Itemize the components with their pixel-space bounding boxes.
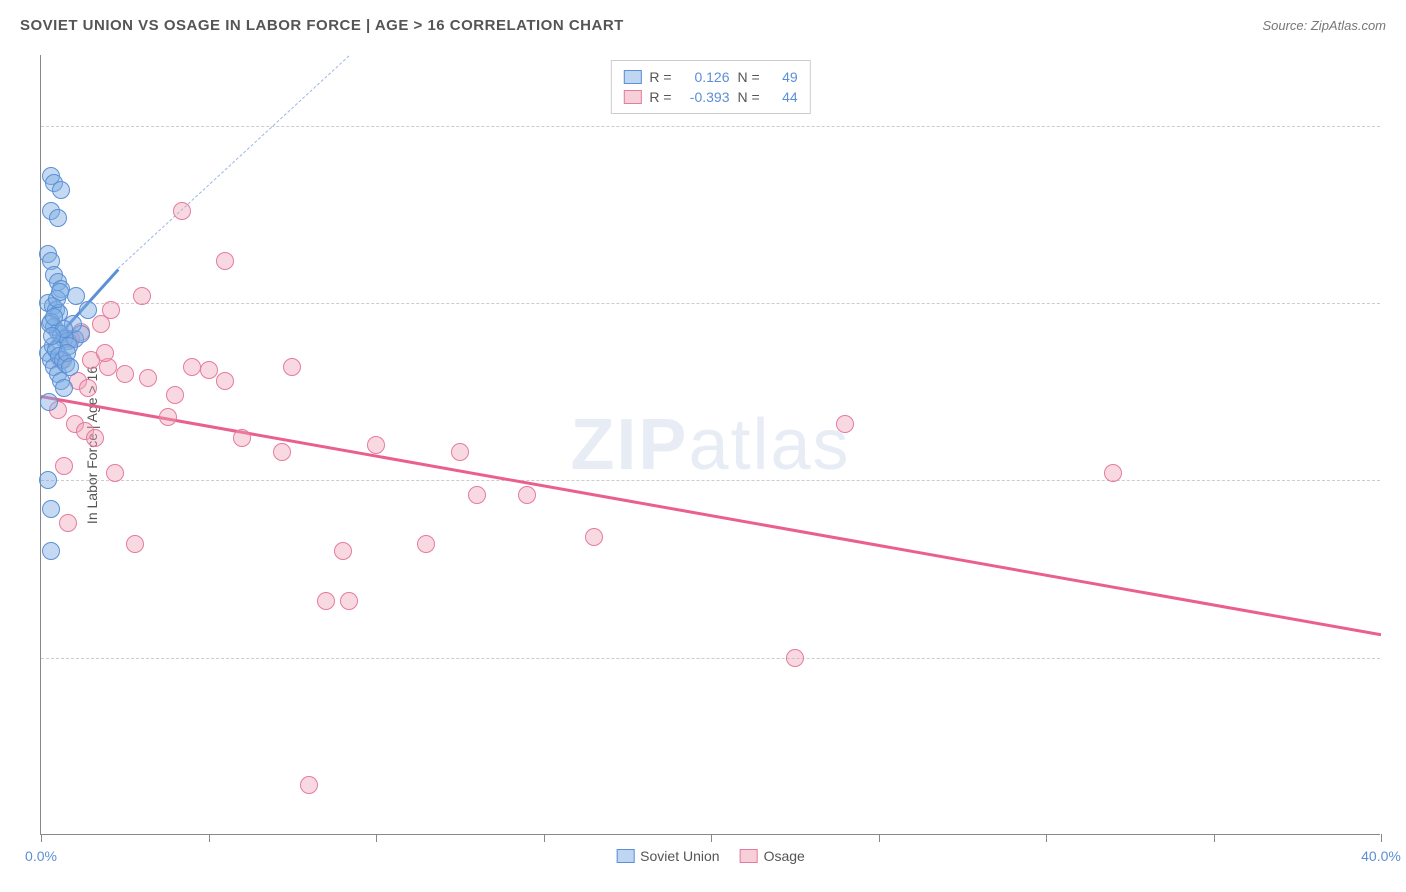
data-point [1104,464,1122,482]
data-point [300,776,318,794]
data-point [49,209,67,227]
data-point [340,592,358,610]
data-point [200,361,218,379]
legend-swatch-pink [740,849,758,863]
legend-item-pink: Osage [740,848,805,864]
data-point [79,301,97,319]
x-tick [376,834,377,842]
r-value-blue: 0.126 [680,69,730,85]
data-point [42,542,60,560]
watermark: ZIPatlas [570,404,850,486]
gridline [41,126,1380,127]
data-point [43,327,61,345]
trend-dashed [118,55,350,268]
data-point [317,592,335,610]
data-point [116,365,134,383]
data-point [106,464,124,482]
data-point [52,181,70,199]
legend-label-pink: Osage [764,848,805,864]
gridline [41,658,1380,659]
data-point [468,486,486,504]
data-point [786,649,804,667]
data-point [166,386,184,404]
data-point [96,344,114,362]
x-tick [711,834,712,842]
data-point [585,528,603,546]
data-point [216,372,234,390]
data-point [836,415,854,433]
r-label: R = [649,69,671,85]
data-point [334,542,352,560]
plot-area: ZIPatlas In Labor Force | Age > 16 R = 0… [40,55,1380,835]
x-tick [1214,834,1215,842]
x-tick [209,834,210,842]
legend-label-blue: Soviet Union [640,848,719,864]
x-tick [41,834,42,842]
data-point [159,408,177,426]
data-point [233,429,251,447]
data-point [367,436,385,454]
x-tick [879,834,880,842]
data-point [42,500,60,518]
y-tick-label: 67.5% [1390,295,1406,311]
x-tick [544,834,545,842]
n-label: N = [738,89,760,105]
x-tick-label: 0.0% [25,848,57,864]
data-point [51,283,69,301]
data-point [283,358,301,376]
data-point [55,457,73,475]
legend-row-pink: R = -0.393 N = 44 [623,87,797,107]
data-point [67,287,85,305]
data-point [451,443,469,461]
chart-container: SOVIET UNION VS OSAGE IN LABOR FORCE | A… [0,0,1406,892]
legend-row-blue: R = 0.126 N = 49 [623,67,797,87]
data-point [133,287,151,305]
data-point [86,429,104,447]
data-point [92,315,110,333]
data-point [173,202,191,220]
data-point [59,514,77,532]
data-point [273,443,291,461]
r-value-pink: -0.393 [680,89,730,105]
data-point [39,471,57,489]
n-value-pink: 44 [768,89,798,105]
legend-swatch-blue [623,70,641,84]
data-point [40,393,58,411]
legend-item-blue: Soviet Union [616,848,719,864]
x-tick-label: 40.0% [1361,848,1401,864]
data-point [417,535,435,553]
n-label: N = [738,69,760,85]
chart-title: SOVIET UNION VS OSAGE IN LABOR FORCE | A… [20,17,624,34]
x-tick [1381,834,1382,842]
x-tick [1046,834,1047,842]
data-point [79,379,97,397]
data-point [216,252,234,270]
data-point [126,535,144,553]
series-legend: Soviet Union Osage [616,848,805,864]
r-label: R = [649,89,671,105]
legend-swatch-pink [623,90,641,104]
correlation-legend: R = 0.126 N = 49 R = -0.393 N = 44 [610,60,810,114]
chart-header: SOVIET UNION VS OSAGE IN LABOR FORCE | A… [0,0,1406,50]
n-value-blue: 49 [768,69,798,85]
data-point [61,358,79,376]
watermark-bold: ZIP [570,405,688,485]
watermark-light: atlas [688,405,850,485]
y-tick-label: 55.0% [1390,472,1406,488]
data-point [183,358,201,376]
y-tick-label: 80.0% [1390,118,1406,134]
data-point [518,486,536,504]
legend-swatch-blue [616,849,634,863]
source-label: Source: ZipAtlas.com [1262,18,1386,33]
gridline [41,303,1380,304]
y-tick-label: 42.5% [1390,650,1406,666]
gridline [41,480,1380,481]
data-point [55,379,73,397]
data-point [139,369,157,387]
